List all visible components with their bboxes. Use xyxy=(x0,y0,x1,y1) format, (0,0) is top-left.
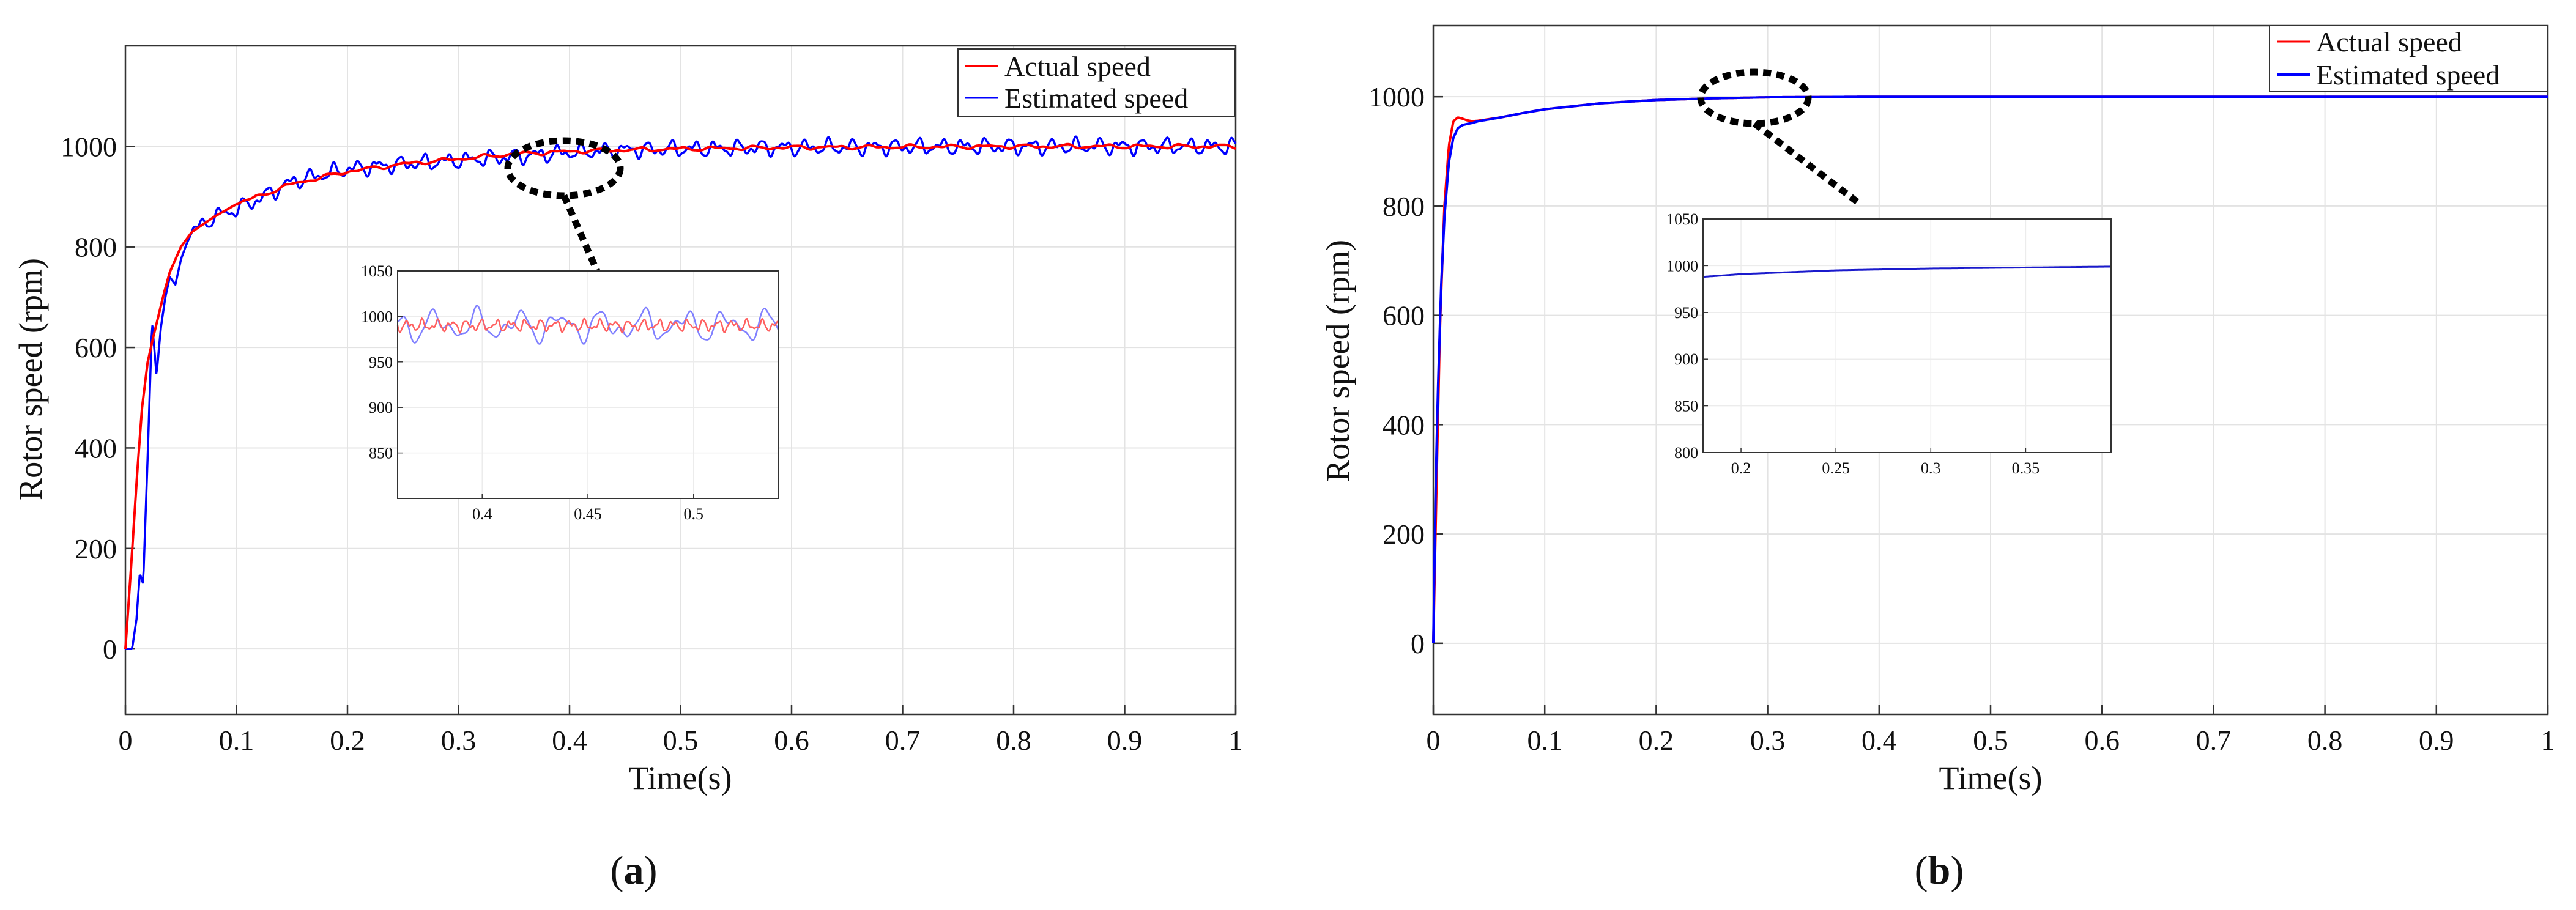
y-tick-label: 200 xyxy=(75,533,117,564)
panel-b: 0 0.1 0.2 0.3 0.4 0.5 0.6 0.7 0.8 0.9 1 0 200 400 600… xyxy=(1320,24,2555,893)
legend-label-estimated-speed-a: Estimated speed xyxy=(1004,83,1188,114)
inset-tick-marks-a xyxy=(398,270,694,498)
inset-x-tick-label: 0.5 xyxy=(684,505,704,523)
panel-label-b: (b) xyxy=(1915,848,1964,893)
y-tick-label: 400 xyxy=(75,432,117,464)
y-tick-label: 0 xyxy=(103,634,117,665)
inset-x-tick-label: 0.4 xyxy=(472,505,492,523)
x-tick-label: 0.3 xyxy=(441,725,477,756)
x-tick-label: 0.2 xyxy=(1639,725,1674,756)
y-tick-label: 600 xyxy=(1383,300,1425,331)
x-tick-label: 0.8 xyxy=(2307,725,2343,756)
inset-x-tick-label: 0.35 xyxy=(2012,459,2040,477)
y-tick-label: 1000 xyxy=(61,131,117,162)
legend-b: Actual speed Estimated speed xyxy=(2269,25,2548,92)
inset-y-tick-label: 1050 xyxy=(361,262,393,280)
x-tick-label: 1 xyxy=(1229,725,1243,756)
legend-label-estimated-speed-b: Estimated speed xyxy=(2316,59,2500,91)
x-axis-label-b: Time(s) xyxy=(1939,760,2042,796)
series-line-estimated-speed-a xyxy=(125,135,1237,650)
series-line-estimated-speed-b xyxy=(1432,95,2548,643)
legend-label-actual-speed-a: Actual speed xyxy=(1004,51,1151,82)
inset-y-tick-label: 1000 xyxy=(1666,257,1698,275)
inset-y-tick-labels-b: 800 850 900 950 1000 1050 xyxy=(1666,210,1698,462)
inset-frame-b xyxy=(1702,218,2112,453)
x-tick-label: 0.8 xyxy=(996,725,1031,756)
x-tick-labels-a: 0 0.1 0.2 0.3 0.4 0.5 0.6 0.7 0.8 0.9 1 xyxy=(119,725,1243,756)
inset-tick-marks-b xyxy=(1703,218,2027,453)
y-tick-labels-b: 0 200 400 600 800 1000 xyxy=(1368,81,1425,659)
inset-line-actual-speed-a xyxy=(396,317,778,334)
inset-y-tick-label: 950 xyxy=(1674,304,1698,322)
x-tick-label: 0.7 xyxy=(2196,725,2232,756)
x-tick-label: 0.4 xyxy=(552,725,587,756)
x-tick-label: 0.3 xyxy=(1750,725,1786,756)
x-tick-label: 0.9 xyxy=(2419,725,2454,756)
x-tick-label: 0.1 xyxy=(1527,725,1562,756)
y-tick-label: 800 xyxy=(1383,191,1425,222)
inset-y-tick-label: 1000 xyxy=(361,308,393,325)
legend-box-b xyxy=(2269,25,2548,92)
legend-box-a xyxy=(957,48,1235,117)
y-tick-label: 800 xyxy=(75,232,117,263)
inset-y-tick-labels-a: 850 900 950 1000 1050 xyxy=(361,262,393,462)
legend-a: Actual speed Estimated speed xyxy=(957,48,1235,117)
inset-x-tick-label: 0.2 xyxy=(1731,459,1751,477)
inset-x-tick-labels-b: 0.2 0.25 0.3 0.35 xyxy=(1731,459,2040,477)
series-line-actual-speed-a xyxy=(124,142,1236,649)
inset-b: 0.2 0.25 0.3 0.35 800 850 900 950 1000 1050 xyxy=(1666,210,2112,477)
y-tick-label: 0 xyxy=(1411,628,1425,659)
zoom-pointer-b xyxy=(1752,120,1860,205)
zoom-ellipse-b xyxy=(1697,68,1812,127)
legend-label-actual-speed-b: Actual speed xyxy=(2316,26,2462,57)
inset-y-tick-label: 800 xyxy=(1674,444,1698,462)
x-tick-label: 0.7 xyxy=(885,725,921,756)
x-tick-label: 0.9 xyxy=(1107,725,1143,756)
inset-a: 0.4 0.45 0.5 850 900 950 1000 1050 xyxy=(361,262,779,523)
y-tick-labels-a: 0 200 400 600 800 1000 xyxy=(61,131,117,665)
x-tick-label: 0 xyxy=(1427,725,1441,756)
x-tick-label: 0.6 xyxy=(774,725,809,756)
x-tick-labels-b: 0 0.1 0.2 0.3 0.4 0.5 0.6 0.7 0.8 0.9 1 xyxy=(1427,725,2555,756)
inset-line-speed-b xyxy=(1702,265,2111,278)
inset-x-tick-label: 0.45 xyxy=(574,505,602,523)
y-axis-label-b: Rotor speed (rpm) xyxy=(1320,240,1356,482)
zoom-pointer-a xyxy=(560,194,602,276)
panel-a: 0 0.1 0.2 0.3 0.4 0.5 0.6 0.7 0.8 0.9 1 0 200 400 600… xyxy=(12,45,1243,893)
x-tick-label: 0.5 xyxy=(663,725,699,756)
x-tick-label: 0.4 xyxy=(1861,725,1897,756)
x-tick-label: 0.5 xyxy=(1973,725,2008,756)
panel-label-a: (a) xyxy=(611,848,658,893)
inset-x-tick-labels-a: 0.4 0.45 0.5 xyxy=(472,505,703,523)
y-tick-label: 200 xyxy=(1383,519,1425,550)
inset-y-tick-label: 900 xyxy=(1674,350,1698,368)
x-tick-label: 0.6 xyxy=(2084,725,2120,756)
y-tick-label: 1000 xyxy=(1368,81,1425,113)
x-tick-label: 0.1 xyxy=(219,725,254,756)
inset-y-tick-label: 900 xyxy=(369,399,393,416)
inset-line-estimated-speed-a xyxy=(397,305,779,345)
x-tick-label: 0 xyxy=(119,725,133,756)
inset-y-tick-label: 1050 xyxy=(1666,210,1698,228)
inset-y-tick-label: 850 xyxy=(369,445,393,462)
y-tick-label: 400 xyxy=(1383,409,1425,440)
y-axis-label-a: Rotor speed (rpm) xyxy=(12,258,49,500)
y-tick-label: 600 xyxy=(75,332,117,363)
x-axis-label-a: Time(s) xyxy=(628,760,732,796)
inset-x-tick-label: 0.25 xyxy=(1822,459,1850,477)
x-tick-label: 1 xyxy=(2541,725,2555,756)
tick-marks-a xyxy=(124,146,1237,714)
inset-y-tick-label: 950 xyxy=(369,353,393,371)
x-tick-label: 0.2 xyxy=(330,725,365,756)
inset-x-tick-label: 0.3 xyxy=(1921,459,1941,477)
inset-y-tick-label: 850 xyxy=(1674,398,1698,415)
